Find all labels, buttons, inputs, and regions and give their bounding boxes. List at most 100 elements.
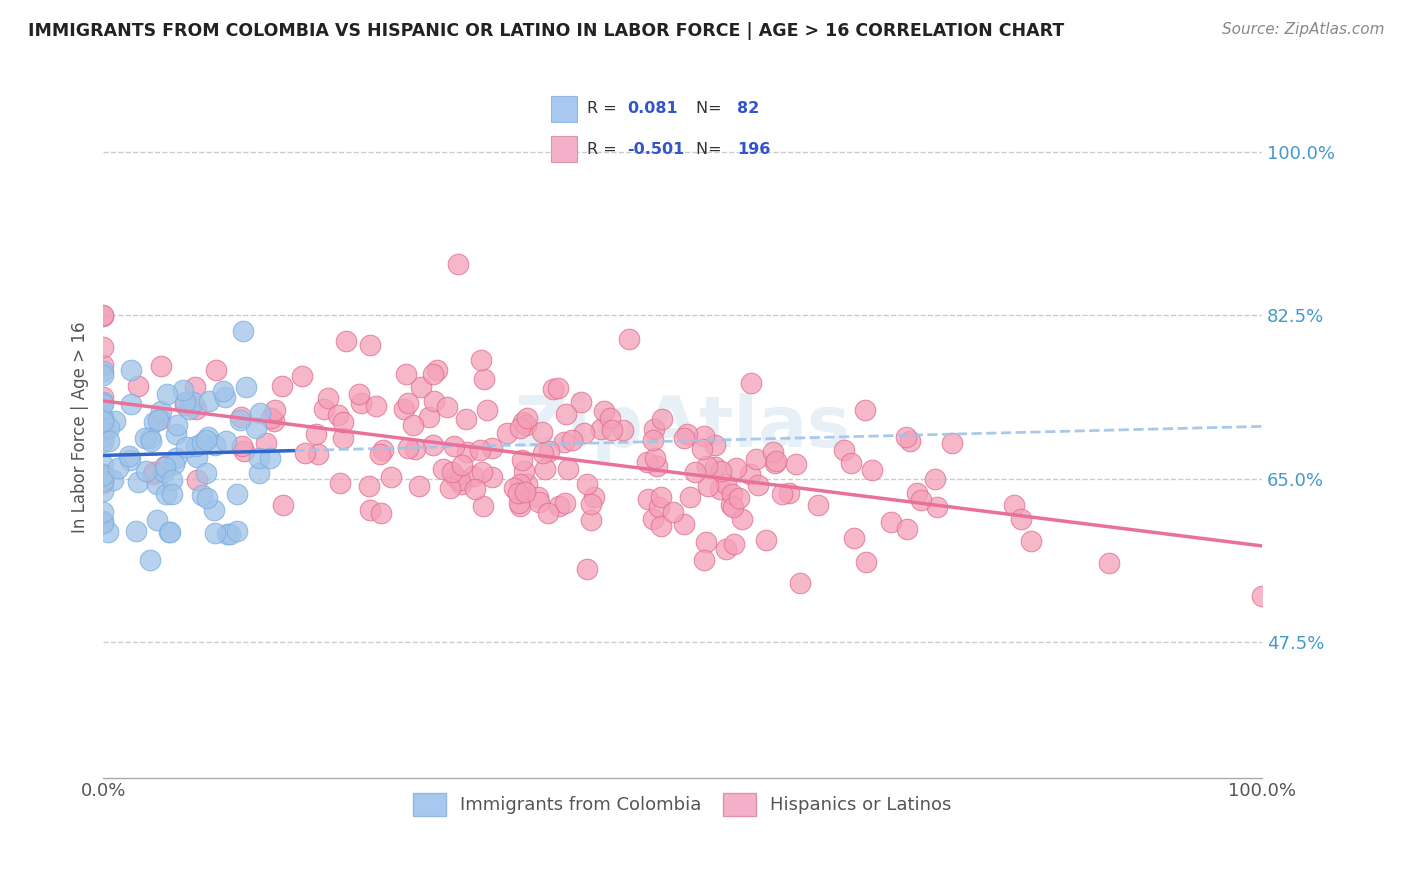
Point [245, 420, 267, 434]
Point [146, 513, 169, 527]
Point [91, 468, 114, 483]
Point [643, 512, 665, 526]
Point [402, 417, 425, 432]
Point [763, 456, 786, 470]
Point [214, 391, 236, 405]
Point [693, 553, 716, 567]
Point [426, 363, 449, 377]
Point [396, 441, 419, 455]
Point [461, 469, 484, 483]
Point [423, 394, 446, 409]
Point [650, 490, 672, 504]
Point [880, 515, 903, 529]
Point [503, 481, 526, 495]
Point [364, 399, 387, 413]
Point [162, 473, 184, 487]
Point [260, 411, 283, 425]
Point [555, 407, 578, 421]
Point [370, 506, 392, 520]
Point [447, 257, 470, 271]
Point [263, 414, 285, 428]
Point [264, 403, 287, 417]
Point [721, 500, 744, 515]
Point [443, 439, 465, 453]
Point [181, 394, 204, 409]
Point [693, 428, 716, 442]
Point [450, 458, 472, 472]
Point [232, 444, 254, 458]
Point [1011, 512, 1033, 526]
Point [91, 430, 114, 444]
Point [231, 439, 253, 453]
Point [225, 524, 247, 538]
Point [672, 516, 695, 531]
Point [506, 485, 529, 500]
Point [553, 435, 575, 450]
Point [380, 469, 402, 483]
Point [368, 447, 391, 461]
Point [408, 479, 430, 493]
Point [166, 417, 188, 432]
Point [91, 423, 114, 437]
Point [141, 434, 163, 448]
Point [731, 511, 754, 525]
Point [91, 505, 114, 519]
Point [637, 492, 659, 507]
Point [695, 535, 717, 549]
Point [464, 483, 486, 497]
Point [704, 438, 727, 452]
Point [422, 438, 444, 452]
Point [91, 309, 114, 323]
Point [509, 477, 531, 491]
Point [204, 525, 226, 540]
Point [91, 421, 114, 435]
Point [765, 454, 787, 468]
Point [778, 486, 800, 500]
Point [120, 397, 142, 411]
Point [191, 436, 214, 450]
Point [332, 431, 354, 445]
Point [271, 499, 294, 513]
Point [159, 524, 181, 539]
Point [235, 380, 257, 394]
Point [561, 434, 583, 448]
Point [316, 391, 339, 405]
Point [135, 464, 157, 478]
Point [470, 442, 492, 457]
Point [197, 491, 219, 505]
Point [247, 451, 270, 466]
Point [557, 462, 579, 476]
Point [474, 372, 496, 386]
Point [513, 464, 536, 478]
Point [807, 499, 830, 513]
Point [471, 500, 494, 514]
Point [662, 505, 685, 519]
Point [219, 527, 242, 541]
Point [396, 396, 419, 410]
Point [672, 431, 695, 445]
Point [554, 496, 576, 510]
Point [149, 412, 172, 426]
Point [91, 458, 114, 472]
Point [134, 431, 156, 445]
Point [643, 433, 665, 447]
Point [1251, 589, 1274, 603]
Point [513, 485, 536, 500]
Point [785, 458, 807, 472]
Point [470, 352, 492, 367]
Point [225, 487, 247, 501]
Point [394, 401, 416, 416]
Point [229, 412, 252, 426]
Point [91, 422, 114, 436]
Point [104, 414, 127, 428]
Point [832, 442, 855, 457]
Point [896, 430, 918, 444]
Point [91, 308, 114, 322]
Point [720, 487, 742, 501]
Point [186, 401, 208, 416]
Point [307, 447, 329, 461]
Point [305, 427, 328, 442]
Point [271, 379, 294, 393]
Point [475, 402, 498, 417]
Point [103, 473, 125, 487]
